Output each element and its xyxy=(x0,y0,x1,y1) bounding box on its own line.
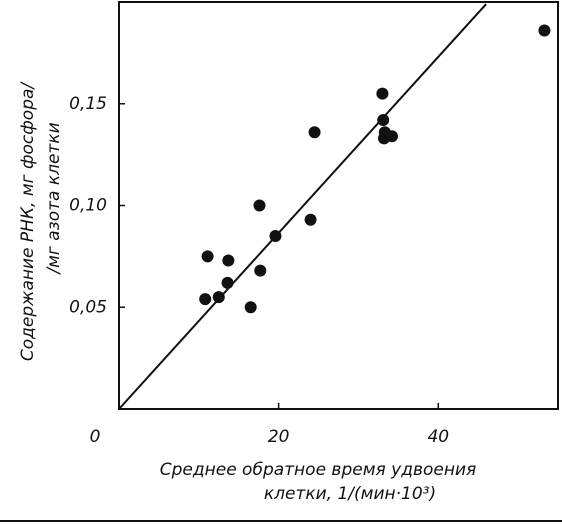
data-point xyxy=(377,114,390,127)
x-tick-label: 0 xyxy=(90,427,101,447)
x-tick-label: 40 xyxy=(427,427,449,447)
data-point xyxy=(222,254,235,267)
data-point xyxy=(254,264,267,277)
data-point xyxy=(244,301,257,314)
y-tick-label: 0,10 xyxy=(69,196,107,216)
y-axis-label: Содержание РНК, мг фосфора/ xyxy=(18,81,38,362)
data-point xyxy=(253,199,266,212)
data-point xyxy=(199,293,212,306)
data-point xyxy=(378,126,391,139)
y-tick-label: 0,05 xyxy=(69,297,107,317)
y-tick-label: 0,15 xyxy=(69,94,107,114)
data-point xyxy=(376,87,389,100)
data-point xyxy=(212,291,225,304)
x-axis-label: Среднее обратное время удвоения xyxy=(160,460,477,480)
data-point xyxy=(304,213,317,226)
x-tick-label: 20 xyxy=(268,427,290,447)
y-axis-label: /мг азота клетки xyxy=(44,122,64,275)
plot-frame xyxy=(118,1,559,410)
x-axis-label: клетки, 1/(мин·10³) xyxy=(264,484,436,504)
data-point xyxy=(308,126,321,139)
fit-line xyxy=(118,3,487,410)
data-point xyxy=(201,250,214,263)
data-point xyxy=(269,230,282,243)
data-point xyxy=(221,276,234,289)
data-point xyxy=(538,24,551,37)
